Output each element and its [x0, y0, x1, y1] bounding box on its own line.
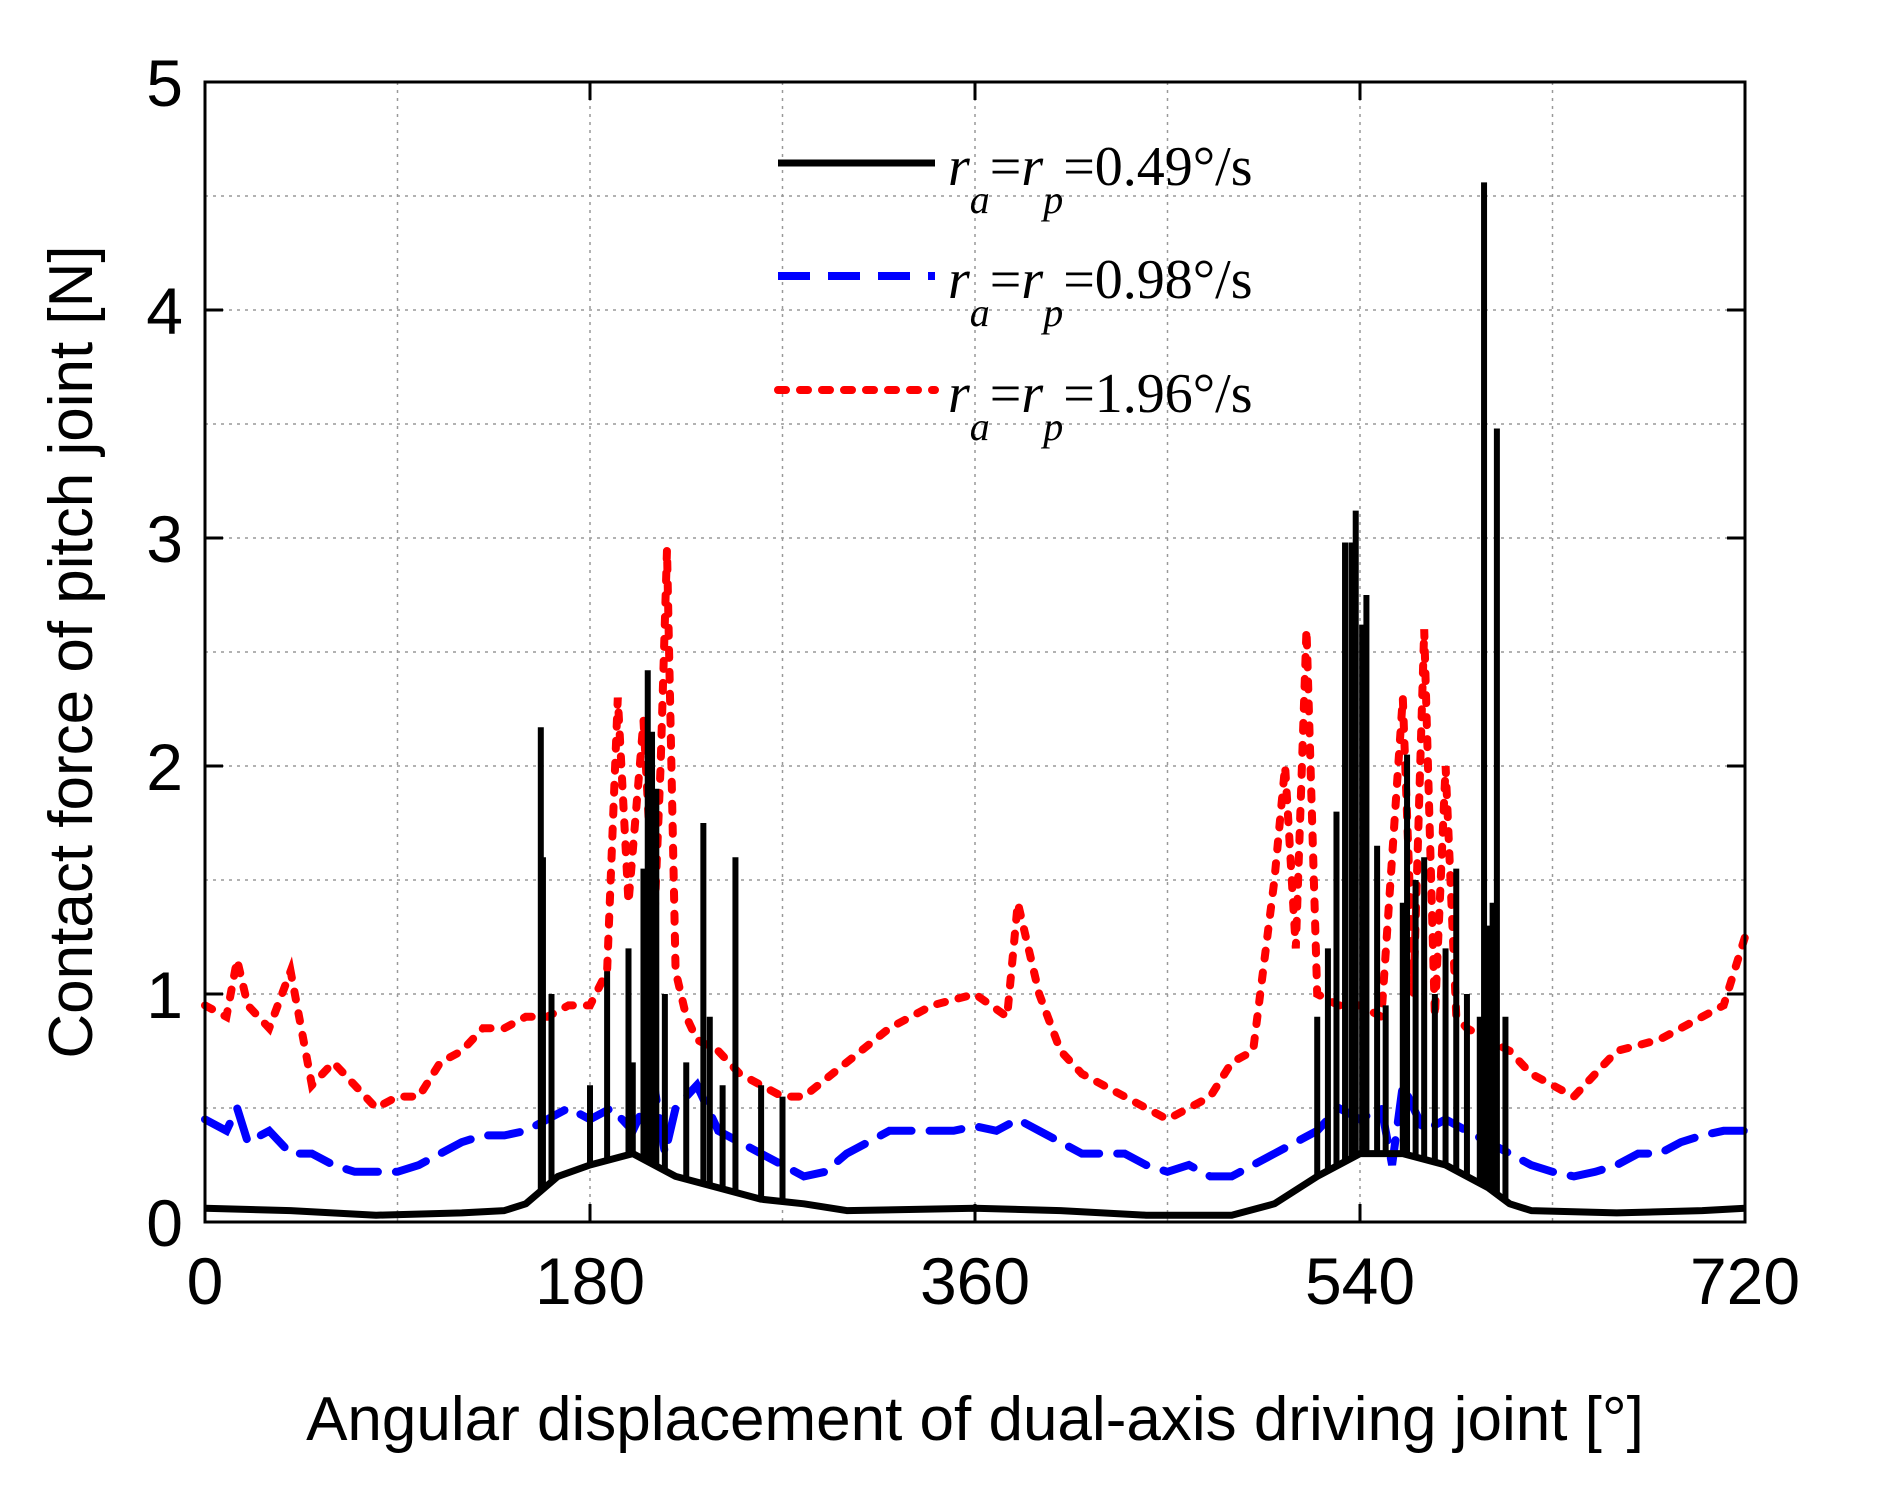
- x-tick-label: 720: [1690, 1244, 1800, 1318]
- y-tick-label: 5: [146, 46, 183, 120]
- legend-entry-2: ra=rp=0.98°/s: [778, 249, 1253, 335]
- legend-entry-1: ra=rp=0.49°/s: [778, 136, 1253, 222]
- series-line: [201, 549, 1749, 1124]
- y-tick-label: 3: [146, 502, 183, 576]
- y-tick-label: 0: [146, 1186, 183, 1260]
- axis-ticks: 0 180 360 540 720 0 1 2 3 4 5: [146, 46, 1800, 1318]
- legend-label: ra=rp=1.96°/s: [948, 363, 1253, 449]
- series-3: [201, 549, 1749, 1124]
- legend-label: ra=rp=0.49°/s: [948, 136, 1253, 222]
- y-tick-label: 1: [146, 958, 183, 1032]
- legend-entry-3: ra=rp=1.96°/s: [774, 363, 1253, 449]
- x-axis-title: Angular displacement of dual-axis drivin…: [306, 1385, 1644, 1454]
- y-tick-label: 2: [146, 730, 183, 804]
- x-tick-label: 0: [187, 1244, 224, 1318]
- x-tick-label: 540: [1305, 1244, 1415, 1318]
- legend: ra=rp=0.49°/s ra=rp=0.98°/s ra=rp=1.96°/s: [774, 136, 1253, 449]
- y-axis-title: Contact force of pitch joint [N]: [37, 245, 106, 1058]
- legend-label: ra=rp=0.98°/s: [948, 249, 1253, 335]
- y-tick-label: 4: [146, 274, 183, 348]
- x-tick-label: 180: [535, 1244, 645, 1318]
- grid-lines: [205, 82, 1745, 1222]
- x-tick-label: 360: [920, 1244, 1030, 1318]
